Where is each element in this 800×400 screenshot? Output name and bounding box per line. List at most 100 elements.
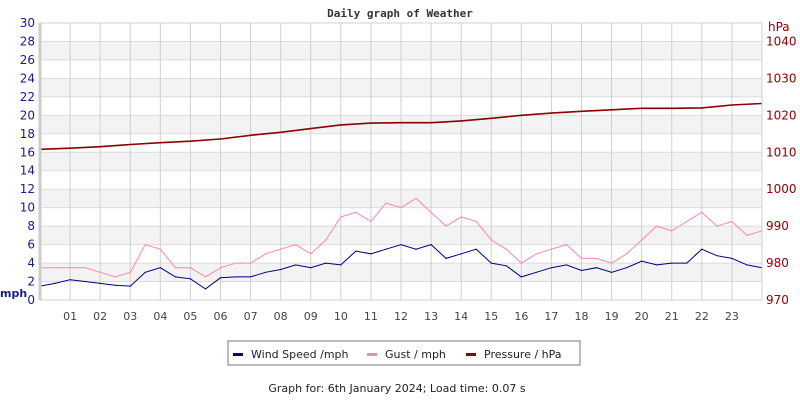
data-point — [550, 267, 553, 269]
legend-box — [227, 340, 581, 366]
data-point — [520, 262, 522, 264]
left-tick-label: 26 — [20, 53, 35, 67]
data-point — [641, 239, 643, 241]
data-point — [385, 202, 387, 204]
data-point — [580, 110, 583, 112]
data-point — [84, 280, 86, 283]
data-point — [295, 264, 297, 266]
data-point — [656, 225, 658, 227]
x-tick-label: 04 — [153, 310, 167, 323]
left-tick-label: 10 — [20, 201, 35, 215]
data-point — [54, 282, 56, 284]
data-point — [505, 248, 507, 250]
data-point — [265, 271, 267, 273]
data-point — [69, 147, 71, 149]
data-point — [219, 277, 222, 279]
data-point — [580, 269, 583, 272]
x-tick-label: 01 — [63, 310, 77, 323]
x-tick-label: 22 — [695, 310, 709, 323]
right-tick-label: 1000 — [766, 182, 797, 196]
data-point — [310, 128, 312, 130]
right-tick-label: 980 — [766, 256, 789, 270]
data-point — [520, 114, 522, 116]
data-point — [249, 262, 252, 264]
left-tick-label: 14 — [20, 164, 35, 178]
x-tick-label: 06 — [214, 310, 228, 323]
data-point — [686, 262, 688, 264]
data-point — [731, 257, 733, 260]
right-tick-label: 1020 — [766, 108, 797, 122]
data-point — [701, 211, 703, 213]
x-tick-label: 11 — [364, 310, 378, 323]
data-point — [430, 122, 432, 124]
legend-wind: Wind Speed /mph — [251, 348, 349, 361]
right-tick-label: 970 — [766, 293, 789, 307]
data-point — [370, 253, 372, 255]
data-point — [370, 122, 372, 124]
data-point — [249, 276, 252, 278]
data-point — [265, 253, 267, 255]
left-tick-label: 12 — [20, 182, 35, 196]
x-tick-label: 18 — [575, 310, 589, 323]
data-point — [610, 109, 613, 111]
data-point — [610, 271, 613, 273]
x-tick-label: 14 — [454, 310, 468, 323]
legend-gust: Gust / mph — [385, 348, 446, 361]
data-point — [114, 276, 116, 278]
x-tick-label: 07 — [244, 310, 258, 323]
data-point — [234, 276, 237, 278]
x-tick-label: 19 — [605, 310, 619, 323]
footer-text: Graph for: 6th January 2024; Load time: … — [268, 382, 525, 395]
data-point — [340, 124, 342, 126]
data-point — [84, 267, 86, 269]
x-tick-label: 10 — [334, 310, 348, 323]
data-point — [99, 146, 101, 148]
data-point — [249, 134, 252, 136]
data-point — [716, 255, 718, 257]
data-point — [310, 253, 312, 255]
data-point — [701, 107, 703, 109]
right-tick-label: 990 — [766, 219, 789, 233]
left-tick-label: 4 — [27, 256, 35, 270]
data-point — [535, 271, 537, 273]
x-tick-label: 23 — [725, 310, 739, 323]
data-point — [460, 120, 462, 122]
data-point — [340, 216, 342, 218]
data-point — [144, 244, 146, 246]
x-tick-label: 08 — [274, 310, 288, 323]
data-point — [731, 220, 733, 223]
data-point — [280, 131, 282, 133]
x-tick-label: 15 — [484, 310, 498, 323]
data-point — [475, 248, 477, 250]
data-point — [325, 262, 327, 264]
data-point — [129, 285, 131, 287]
data-point — [580, 257, 583, 260]
data-point — [595, 257, 598, 260]
x-tick-label: 13 — [424, 310, 438, 323]
data-point — [99, 271, 101, 273]
left-tick-label: 28 — [20, 34, 35, 48]
data-point — [204, 288, 207, 290]
data-point — [234, 262, 237, 264]
right-axis-label: hPa — [768, 20, 790, 34]
x-tick-label: 12 — [394, 310, 408, 323]
data-point — [641, 107, 643, 109]
data-point — [460, 216, 462, 218]
right-tick-label: 1040 — [766, 34, 797, 48]
data-point — [69, 279, 71, 281]
left-axis-label: mph — [0, 287, 27, 300]
data-point — [189, 267, 192, 269]
x-tick-label: 02 — [93, 310, 107, 323]
data-point — [626, 267, 628, 269]
data-point — [490, 262, 492, 264]
data-point — [535, 253, 537, 255]
data-point — [219, 267, 222, 269]
data-point — [144, 271, 146, 273]
data-point — [400, 207, 402, 209]
data-point — [54, 267, 56, 269]
left-tick-label: 30 — [20, 16, 35, 30]
data-point — [550, 248, 553, 250]
data-point — [189, 278, 192, 280]
data-point — [550, 112, 553, 114]
